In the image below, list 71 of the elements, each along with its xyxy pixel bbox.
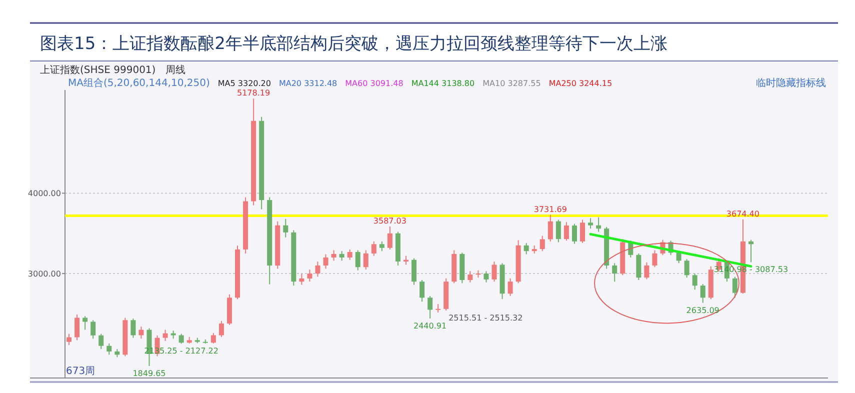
text: MA250 3244.15 — [548, 79, 612, 88]
candlestick — [636, 252, 642, 280]
candlestick — [74, 314, 80, 341]
y-tick-label: 3000.00 — [28, 270, 61, 279]
candlestick — [644, 262, 650, 280]
annotation: 2635.09 — [686, 306, 720, 315]
candlestick — [684, 258, 690, 278]
candlestick — [564, 222, 569, 242]
candlestick — [524, 242, 529, 255]
candlestick — [98, 333, 104, 350]
candlestick — [307, 269, 312, 282]
candlestick — [130, 318, 136, 338]
candlestick — [379, 240, 384, 252]
text: MA60 3091.48 — [345, 79, 404, 88]
text: 上证指数(SHSE 999001) — [40, 64, 156, 76]
candlestick — [492, 261, 497, 282]
candlestick — [428, 296, 433, 319]
text: MA10 3287.55 — [482, 79, 541, 88]
candlestick — [299, 273, 304, 286]
candlestick — [484, 270, 489, 283]
candlestick — [106, 342, 112, 356]
candlestick — [323, 254, 328, 270]
text: MA组合(5,20,60,144,10,250) — [68, 77, 210, 89]
candlestick — [162, 329, 168, 342]
candlestick — [315, 261, 320, 278]
candlestick — [692, 273, 698, 290]
annotation: 3587.03 — [373, 216, 406, 226]
candlestick — [748, 239, 754, 263]
chart-title: 图表15：上证指数酝酿2年半底部结构后突破，遇压力拉回颈线整理等待下一次上涨 — [40, 34, 668, 54]
annotation: 673周 — [66, 366, 96, 377]
candlestick — [331, 250, 336, 262]
text: MA20 3312.48 — [278, 79, 338, 88]
candlestick — [218, 320, 224, 338]
candlestick — [612, 262, 618, 282]
candlestick — [138, 326, 144, 340]
candlestick — [468, 270, 473, 283]
candlestick — [283, 218, 288, 238]
candlestick — [580, 219, 585, 244]
text: 周线 — [166, 64, 186, 76]
candlestick — [508, 278, 513, 297]
text: MA144 3138.80 — [411, 79, 475, 88]
candlestick — [66, 333, 72, 346]
y-tick-label: 4000.00 — [28, 189, 61, 198]
annotation: 5178.19 — [237, 88, 270, 98]
candlestick — [347, 248, 352, 260]
candlestick — [363, 250, 368, 270]
candlestick — [572, 223, 577, 244]
candlestick — [540, 235, 545, 252]
candlestick — [588, 218, 594, 230]
candlestick — [732, 276, 738, 298]
candlestick — [596, 216, 602, 232]
candlestick — [371, 240, 376, 256]
candlestick — [339, 250, 344, 262]
candlestick — [652, 250, 658, 268]
text: MA5 3320.20 — [218, 79, 271, 88]
candlestick — [82, 316, 88, 330]
candlestick — [210, 332, 216, 344]
candlestick — [420, 279, 425, 302]
annotation: 1849.65 — [132, 368, 166, 378]
candlestick — [556, 219, 561, 243]
annotation: 3731.69 — [534, 204, 567, 214]
candlestick — [178, 333, 184, 344]
annotation: 2515.51 - 2515.32 — [448, 313, 523, 322]
annotation: 2440.91 — [414, 321, 447, 330]
candlestick — [700, 284, 706, 304]
candlestick — [90, 320, 96, 340]
candlestick — [387, 226, 392, 250]
text: 临时隐藏指标线 — [756, 77, 826, 89]
candlestick — [548, 214, 553, 242]
candlestick — [355, 250, 360, 271]
candlestick — [412, 258, 417, 286]
